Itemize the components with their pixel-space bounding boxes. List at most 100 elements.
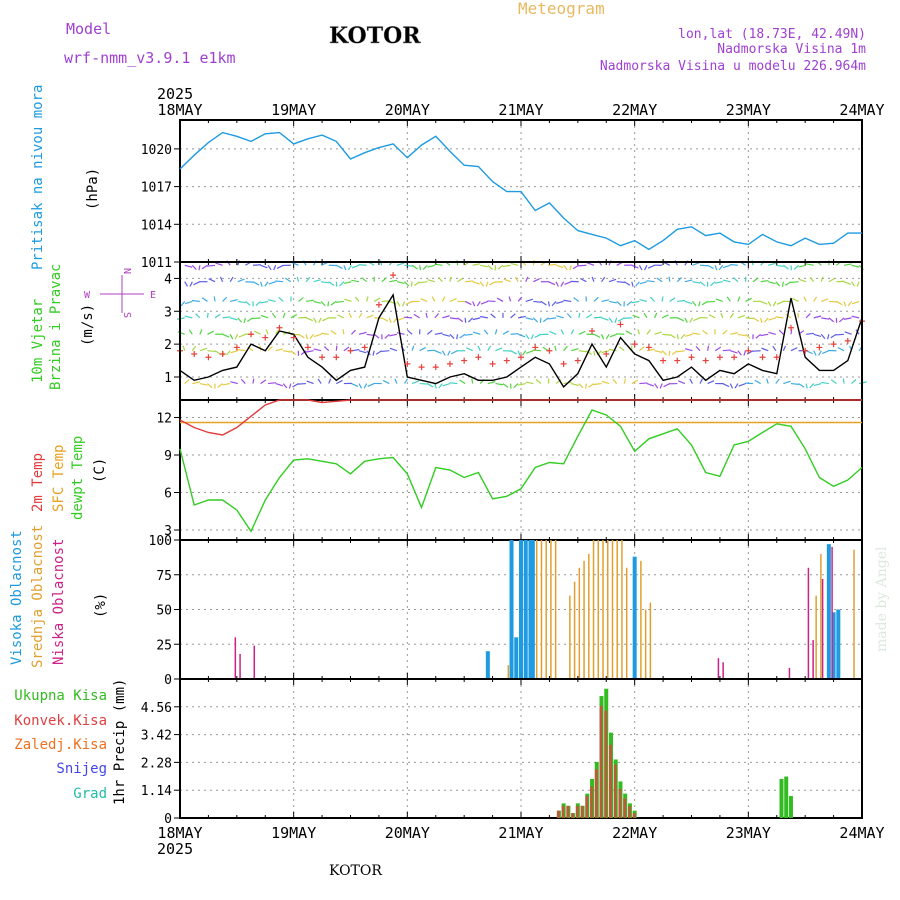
wind-arrow [798,278,807,283]
wind-arrow [335,345,338,351]
precip-bar-convective [580,805,584,818]
wind-arrow [255,300,261,306]
wind-arrow [442,333,450,337]
wind-arrow [661,314,669,319]
wind-arrow [191,299,200,303]
wind-arrow [442,382,451,387]
wind-gust-marker [248,331,255,338]
top-date-label: 24MAY [839,101,884,119]
wind-arrow [323,346,330,352]
wind-arrow [396,262,405,266]
wind-arrow [480,264,488,268]
wind-arrow [702,329,708,335]
cloud-bar-high [826,544,831,679]
precip-bar-convective [623,798,627,818]
wind-arrow [526,350,534,354]
wind-arrow [569,265,572,271]
precip-bar-total [788,796,793,818]
wind-arrow [684,348,693,352]
wind-arrow [479,281,485,287]
wind-arrow [821,350,830,355]
wind-gust-marker [461,357,468,364]
wind-arrow [768,331,776,335]
wind-arrow [517,350,521,356]
footer-station: KOTOR [329,863,382,879]
wind-arrow [530,334,534,340]
wind-gust-marker [319,354,326,361]
wind-arrow [366,333,375,337]
wind-arrow [764,317,769,323]
wind-arrow [851,264,860,268]
wind-gust-marker [404,360,411,367]
wind-arrow [601,317,609,321]
wind-arrow [843,281,852,285]
wind-arrow [843,317,852,320]
wind-gust-marker [660,357,667,364]
wind-arrow [616,300,622,306]
wind-arrow [676,350,685,353]
wind-arrow [457,317,464,323]
wind-arrow [214,313,221,319]
precipitation-panel: 0 1.14 2.28 3.42 4.56 [141,678,863,827]
pressure-unit: (hPa) [85,168,101,210]
wind-arrow [358,383,363,389]
wind-arrow [298,297,304,302]
wind-arrow [790,281,799,284]
wind-arrow [510,262,519,266]
wind-arrow [496,297,504,302]
wind-arrow [533,300,542,303]
wind-arrow [623,378,627,384]
wind-arrow [182,345,186,351]
wind-arrow [410,281,413,287]
wind-arrow [502,330,510,335]
wind-gust-marker [759,354,766,361]
wind-arrow [760,317,763,323]
wind-arrow [422,264,428,271]
wind-arrow [556,315,564,319]
wind-arrow [586,350,593,355]
wind-arrow [217,383,223,388]
cloud-bar-low [253,645,256,679]
wind-arrow [710,281,716,287]
wind-arrow [820,381,829,385]
wind-arrow [631,281,634,287]
wind-arrow [426,383,434,388]
credit-text: made by Angel [874,546,890,652]
cloud-bar-low [234,637,237,679]
wind-arrow [403,378,409,384]
wind-arrow [707,345,710,351]
wind-arrow [647,264,655,269]
wind-arrow [708,314,716,319]
wind-arrow [297,382,307,385]
wind-arrow [563,299,572,303]
bottom-date-label: 21MAY [498,824,543,842]
wind-arrow [654,383,659,389]
wind-arrow [407,329,413,335]
wind-arrow [560,329,565,335]
wind-arrow [677,299,686,303]
wind-arrow [692,281,701,284]
wind-arrow [532,349,541,352]
wind-gust-marker [645,344,652,351]
wind-arrow [336,264,343,269]
wind-arrow [260,379,267,385]
wind-arrow [601,350,610,354]
wind-arrow [191,345,197,352]
wind-arrow [419,346,426,352]
wind-arrow [542,317,549,323]
precip-bar-convective [571,813,575,818]
cloud-bar-mid [644,609,647,679]
wind-arrow [738,383,746,387]
wind-arrow [414,281,420,286]
wind-arrow [654,312,658,319]
wind-arrow [737,333,746,337]
wind-arrow [656,277,663,283]
wind-gust-marker [475,354,482,361]
temperature-panel: 3 6 9 12 [156,399,863,541]
wind-arrow [563,264,568,271]
precip-bar-convective [613,764,617,818]
wind-arrow [618,346,625,352]
wind-arrow [556,300,564,304]
wind-arrow [745,333,751,339]
